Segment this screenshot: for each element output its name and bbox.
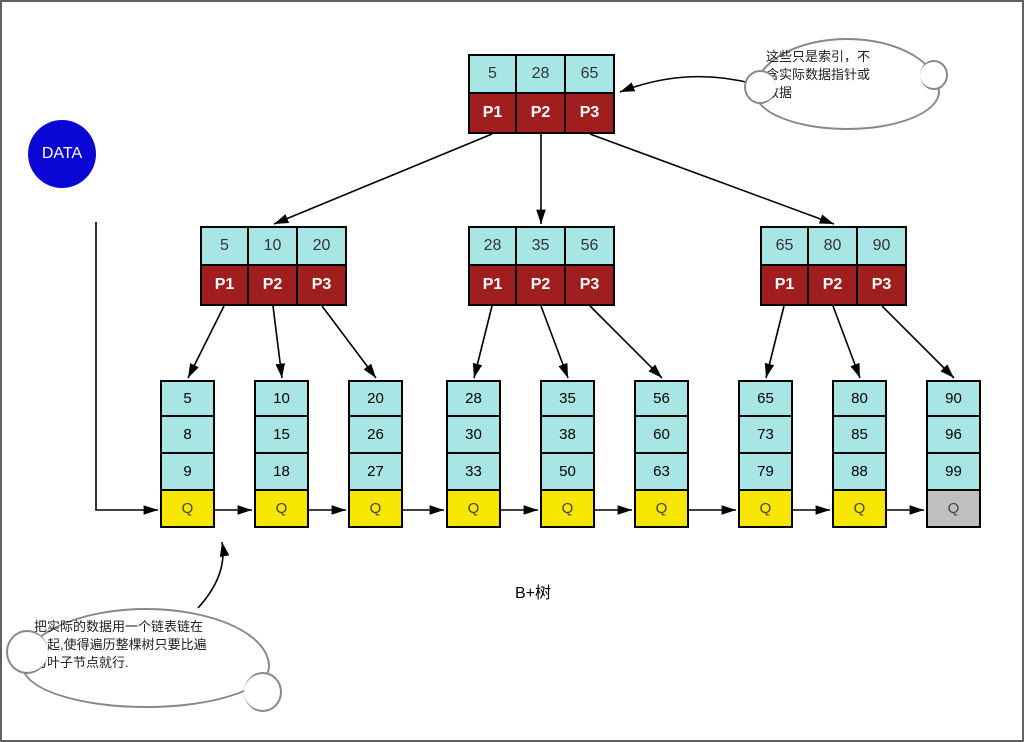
key-cell: 80 [809, 226, 858, 266]
leaf-node: 589Q [160, 380, 215, 528]
leaf-link-cell: Q [160, 491, 215, 528]
caption-text: B+树 [515, 585, 551, 602]
leaf-value-cell: 8 [160, 417, 215, 454]
leaf-value-cell: 90 [926, 380, 981, 417]
key-cell: 35 [517, 226, 566, 266]
key-cell: 90 [858, 226, 907, 266]
callout-line: 一起,使得遍历整棵树只要比遍 [34, 636, 258, 654]
key-cell: 65 [760, 226, 809, 266]
callout-line: 这些只是索引，不 [766, 48, 928, 66]
callout-line: 含实际数据指针或 [766, 66, 928, 84]
leaf-link-cell: Q [254, 491, 309, 528]
leaf-value-cell: 80 [832, 380, 887, 417]
pointer-cell: P3 [566, 94, 615, 134]
leaf-value-cell: 15 [254, 417, 309, 454]
key-cell: 28 [468, 226, 517, 266]
leaf-node: 202627Q [348, 380, 403, 528]
leaf-value-cell: 99 [926, 454, 981, 491]
mid-node: 51020 P1P2P3 [200, 226, 347, 306]
leaf-value-cell: 26 [348, 417, 403, 454]
key-cell: 28 [517, 54, 566, 94]
key-cell: 65 [566, 54, 615, 94]
data-badge-label: DATA [42, 145, 82, 163]
leaf-value-cell: 10 [254, 380, 309, 417]
leaf-value-cell: 73 [738, 417, 793, 454]
callout-linkedlist-note: 把实际的数据用一个链表链在一起,使得遍历整棵树只要比遍历叶子节点就行. [22, 608, 270, 708]
leaf-node: 808588Q [832, 380, 887, 528]
leaf-value-cell: 50 [540, 454, 595, 491]
leaf-link-cell: Q [926, 491, 981, 528]
leaf-node: 909699Q [926, 380, 981, 528]
leaf-value-cell: 20 [348, 380, 403, 417]
pointer-cell: P1 [760, 266, 809, 306]
leaf-value-cell: 28 [446, 380, 501, 417]
caption: B+树 [515, 579, 551, 603]
diagram-canvas: DATA 52865P1P2P3 51020P1P2P3 283556P1P2P… [0, 0, 1024, 742]
mid-node: 283556 P1P2P3 [468, 226, 615, 306]
leaf-value-cell: 63 [634, 454, 689, 491]
pointer-cell: P1 [200, 266, 249, 306]
leaf-value-cell: 38 [540, 417, 595, 454]
leaf-value-cell: 27 [348, 454, 403, 491]
leaf-link-cell: Q [446, 491, 501, 528]
leaf-link-cell: Q [540, 491, 595, 528]
mid-node: 658090 P1P2P3 [760, 226, 907, 306]
leaf-link-cell: Q [348, 491, 403, 528]
leaf-link-cell: Q [832, 491, 887, 528]
leaf-value-cell: 30 [446, 417, 501, 454]
callout-line: 历叶子节点就行. [34, 654, 258, 672]
leaf-node: 101518Q [254, 380, 309, 528]
key-cell: 20 [298, 226, 347, 266]
leaf-node: 657379Q [738, 380, 793, 528]
leaf-value-cell: 65 [738, 380, 793, 417]
leaf-node: 566063Q [634, 380, 689, 528]
leaf-value-cell: 60 [634, 417, 689, 454]
leaf-value-cell: 85 [832, 417, 887, 454]
pointer-cell: P2 [517, 94, 566, 134]
pointer-cell: P3 [858, 266, 907, 306]
key-cell: 10 [249, 226, 298, 266]
pointer-cell: P1 [468, 94, 517, 134]
pointer-cell: P2 [249, 266, 298, 306]
leaf-value-cell: 35 [540, 380, 595, 417]
callout-line: 数据 [766, 84, 928, 102]
leaf-value-cell: 33 [446, 454, 501, 491]
pointer-cell: P3 [298, 266, 347, 306]
callout-line: 把实际的数据用一个链表链在 [34, 618, 258, 636]
key-cell: 5 [468, 54, 517, 94]
callout-index-note: 这些只是索引，不含实际数据指针或数据 [754, 38, 940, 130]
leaf-value-cell: 56 [634, 380, 689, 417]
leaf-value-cell: 79 [738, 454, 793, 491]
leaf-value-cell: 5 [160, 380, 215, 417]
pointer-cell: P3 [566, 266, 615, 306]
leaf-value-cell: 88 [832, 454, 887, 491]
leaf-link-cell: Q [738, 491, 793, 528]
leaf-node: 283033Q [446, 380, 501, 528]
key-cell: 56 [566, 226, 615, 266]
leaf-link-cell: Q [634, 491, 689, 528]
leaf-value-cell: 96 [926, 417, 981, 454]
leaf-value-cell: 9 [160, 454, 215, 491]
pointer-cell: P2 [809, 266, 858, 306]
pointer-cell: P1 [468, 266, 517, 306]
root-node: 52865 P1P2P3 [468, 54, 615, 134]
data-badge: DATA [28, 120, 96, 188]
leaf-node: 353850Q [540, 380, 595, 528]
leaf-value-cell: 18 [254, 454, 309, 491]
key-cell: 5 [200, 226, 249, 266]
pointer-cell: P2 [517, 266, 566, 306]
